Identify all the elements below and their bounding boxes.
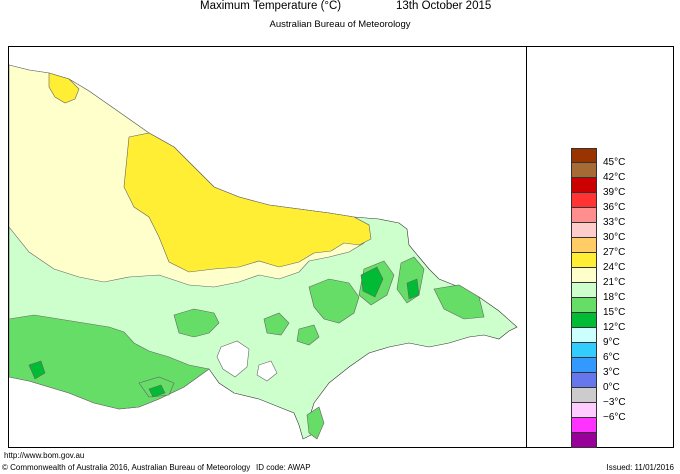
legend-item: 33°C bbox=[571, 208, 651, 228]
bay-water bbox=[216, 340, 278, 382]
legend-item: 21°C bbox=[571, 268, 651, 288]
legend-label: 12°C bbox=[603, 322, 626, 333]
legend-item: 36°C bbox=[571, 193, 651, 213]
legend-swatch bbox=[571, 373, 597, 388]
legend-swatch bbox=[571, 418, 597, 433]
chart-title: Maximum Temperature (°C) 13th October 20… bbox=[0, 0, 680, 16]
legend-swatch bbox=[571, 403, 597, 418]
legend-item: 0°C bbox=[571, 373, 651, 393]
legend-swatch bbox=[571, 148, 597, 163]
legend-swatch bbox=[571, 328, 597, 343]
legend-item: 6°C bbox=[571, 343, 651, 363]
legend-swatch bbox=[571, 163, 597, 178]
legend-swatch bbox=[571, 388, 597, 403]
legend-label: 21°C bbox=[603, 277, 626, 288]
legend-label: 15°C bbox=[603, 307, 626, 318]
legend-item: 39°C bbox=[571, 178, 651, 198]
legend-swatch bbox=[571, 298, 597, 313]
legend-swatch bbox=[571, 358, 597, 373]
legend-label: 36°C bbox=[603, 202, 626, 213]
footer-issued-date: Issued: 11/01/2016 bbox=[606, 463, 674, 472]
zone-24-27 bbox=[48, 72, 372, 273]
chart-subtitle: Australian Bureau of Meteorology bbox=[269, 19, 411, 30]
legend-item: 42°C bbox=[571, 163, 651, 183]
legend-swatch bbox=[571, 253, 597, 268]
victoria-temperature-map bbox=[9, 64, 518, 440]
legend-swatch bbox=[571, 223, 597, 238]
legend-label: 30°C bbox=[603, 232, 626, 243]
legend-item: 18°C bbox=[571, 283, 651, 303]
legend-label: −6°C bbox=[603, 412, 626, 423]
legend-label: 9°C bbox=[603, 337, 620, 348]
legend-swatch bbox=[571, 193, 597, 208]
legend-item: 45°C bbox=[571, 148, 651, 168]
legend-label: 24°C bbox=[603, 262, 626, 273]
legend-swatch bbox=[571, 343, 597, 358]
title-main: Maximum Temperature (°C) bbox=[200, 0, 342, 12]
legend-label: 39°C bbox=[603, 187, 626, 198]
legend-label: 27°C bbox=[603, 247, 626, 258]
panel-divider bbox=[526, 46, 527, 448]
legend-item bbox=[571, 433, 651, 448]
legend-item: 12°C bbox=[571, 313, 651, 333]
legend-swatch bbox=[571, 268, 597, 283]
legend-item: 3°C bbox=[571, 358, 651, 378]
legend-item: −6°C bbox=[571, 403, 651, 423]
legend-swatch bbox=[571, 283, 597, 298]
legend-item: 9°C bbox=[571, 328, 651, 348]
legend-item: 15°C bbox=[571, 298, 651, 318]
legend-item: −3°C bbox=[571, 388, 651, 408]
legend-item: 30°C bbox=[571, 223, 651, 243]
legend-item: 24°C bbox=[571, 253, 651, 273]
legend-label: −3°C bbox=[603, 397, 626, 408]
map-frame bbox=[8, 46, 674, 448]
legend-label: 42°C bbox=[603, 172, 626, 183]
zone-12-15 bbox=[28, 266, 420, 398]
footer-copyright: © Commonwealth of Australia 2016, Austra… bbox=[2, 463, 251, 472]
legend-label: 6°C bbox=[603, 352, 620, 363]
legend-swatch bbox=[571, 208, 597, 223]
footer: © Commonwealth of Australia 2016, Austra… bbox=[0, 463, 680, 474]
legend-swatch bbox=[571, 433, 597, 448]
legend-item: 27°C bbox=[571, 238, 651, 258]
legend-label: 45°C bbox=[603, 157, 626, 168]
legend-swatch bbox=[571, 313, 597, 328]
footer-url: http://www.bom.gov.au bbox=[4, 451, 85, 460]
legend-label: 33°C bbox=[603, 217, 626, 228]
legend-label: 18°C bbox=[603, 292, 626, 303]
legend-label: 0°C bbox=[603, 382, 620, 393]
legend-item bbox=[571, 418, 651, 433]
color-legend: 45°C 42°C 39°C 36°C 33°C 30°C 27°C 24°C 21°C 18°C… bbox=[571, 148, 651, 448]
zone-15-18 bbox=[9, 256, 485, 440]
footer-id-code: ID code: AWAP bbox=[256, 463, 311, 472]
legend-swatch bbox=[571, 238, 597, 253]
legend-label: 3°C bbox=[603, 367, 620, 378]
title-date: 13th October 2015 bbox=[396, 0, 492, 12]
legend-swatch bbox=[571, 178, 597, 193]
